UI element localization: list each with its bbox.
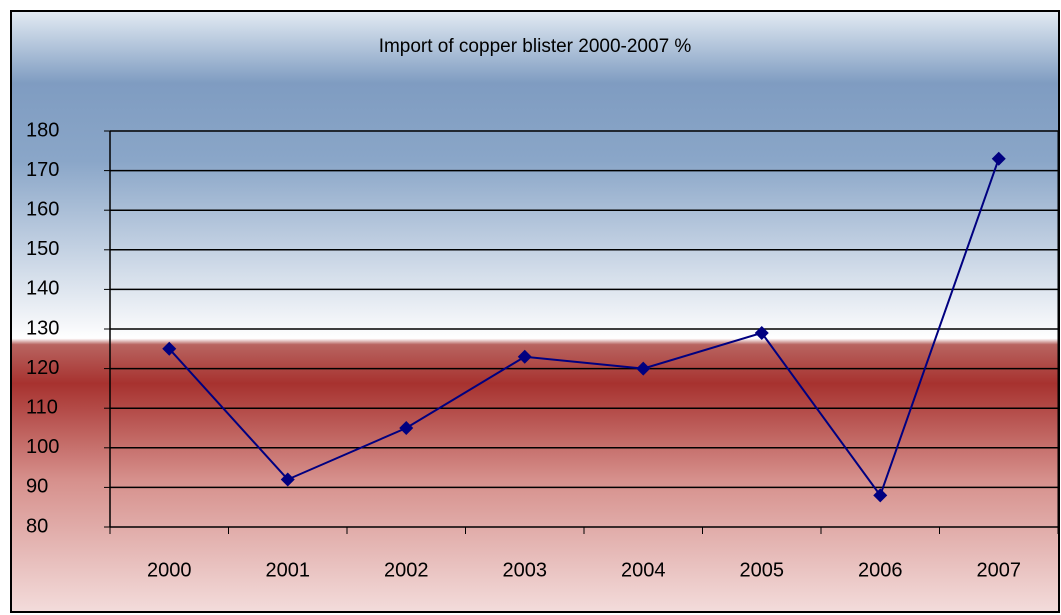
y-tick-label: 170 [26, 159, 59, 181]
x-tick-label: 2001 [266, 559, 311, 581]
x-tick-label: 2004 [621, 559, 666, 581]
y-tick-label: 110 [26, 396, 58, 418]
data-point [162, 341, 177, 356]
x-tick-label: 2006 [858, 559, 903, 581]
x-tick-label: 2000 [147, 559, 192, 581]
y-tick-label: 140 [26, 278, 59, 300]
y-tick-label: 80 [26, 515, 48, 537]
y-tick-label: 130 [26, 317, 59, 339]
x-tick-label: 2002 [384, 559, 429, 581]
data-point [517, 349, 532, 364]
y-tick-label: 90 [26, 476, 48, 498]
y-tick-label: 150 [26, 238, 59, 260]
y-tick-label: 160 [26, 198, 59, 220]
y-tick-label: 100 [26, 436, 59, 458]
y-tick-label: 180 [26, 119, 59, 141]
x-tick-label: 2007 [977, 559, 1022, 581]
chart-background [10, 10, 1060, 613]
data-line [168, 158, 1000, 498]
data-point [873, 488, 888, 503]
data-point [399, 421, 414, 435]
data-point [991, 151, 1006, 166]
x-tick-label: 2003 [503, 559, 548, 581]
x-tick-label: 2005 [740, 559, 785, 581]
chart-title: Import of copper blister 2000-2007 % [379, 36, 692, 57]
y-tick-label: 120 [26, 357, 59, 379]
data-point [636, 361, 651, 376]
data-point [754, 325, 769, 340]
data-point [280, 472, 295, 487]
